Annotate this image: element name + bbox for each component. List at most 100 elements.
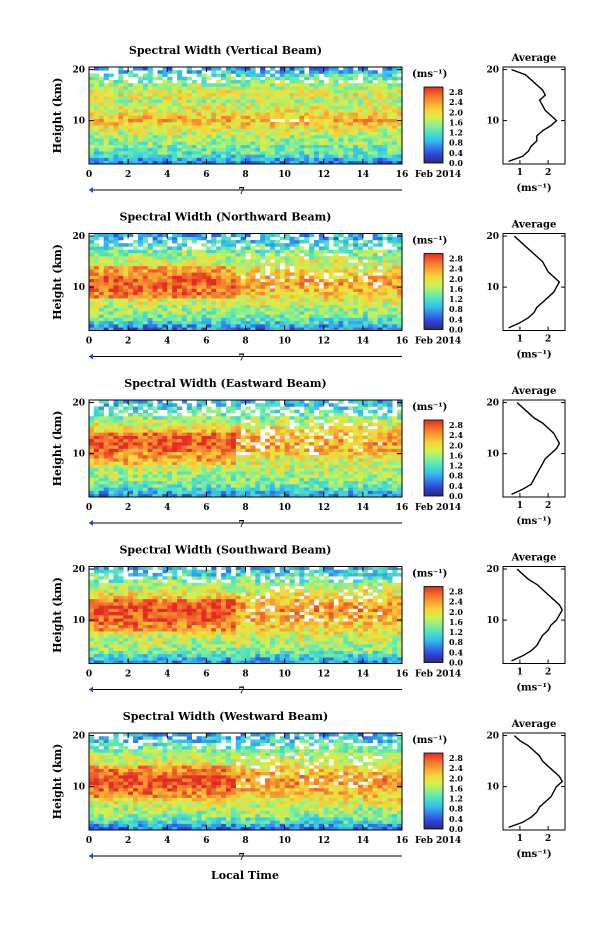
colorbar-tick-label: 2.4 [449, 97, 463, 107]
average-x-tick-label: 2 [545, 335, 551, 345]
average-y-tick-label: 20 [486, 732, 499, 742]
x-tick-label: 10 [278, 337, 291, 347]
average-profile-line [508, 735, 564, 829]
colorbar-tick-label: 0.4 [449, 314, 463, 324]
colorbar-tick-label: 0.8 [449, 804, 463, 814]
average-frame [502, 66, 566, 165]
day-marker: 7 [238, 354, 244, 364]
day-marker: 7 [238, 687, 244, 697]
y-axis-label: Height (km) [51, 577, 64, 653]
colorbar-tick-label: 0.0 [449, 491, 463, 501]
colorbar-tick-label: 0.4 [449, 814, 463, 824]
average-title: Average [511, 386, 557, 397]
heatmap-title: Spectral Width (Westward Beam) [123, 710, 328, 723]
panel-2: Spectral Width (Northward Beam)0 2 4 6 8 10 12… [51, 211, 566, 364]
average-x-label: (ms⁻¹) [516, 683, 551, 694]
colorbar-tick-label: 2.8 [449, 254, 463, 264]
x-tick-label: 4 [164, 503, 170, 513]
x-tick-label: 10 [278, 170, 291, 180]
colorbar-tick-label: 1.2 [449, 794, 463, 804]
colorbar-unit: (ms⁻¹) [412, 236, 447, 247]
y-axis-label: Height (km) [51, 411, 64, 487]
average-profile-line [508, 235, 561, 329]
date-label: Feb 2014 [415, 836, 461, 846]
y-tick-label: 10 [72, 616, 85, 626]
average-y-tick-label: 20 [486, 232, 499, 242]
colorbar-tick-label: 2.0 [449, 773, 463, 783]
colorbar-tick-label: 2.8 [449, 87, 463, 97]
average-title: Average [511, 553, 557, 564]
y-axis-label: Height (km) [51, 744, 64, 820]
panel-4: Spectral Width (Southward Beam)0 2 4 6 8 10 12… [51, 544, 566, 697]
date-line-start-marker [89, 353, 93, 360]
x-tick-label: 16 [396, 670, 409, 680]
x-tick-label: 4 [164, 670, 170, 680]
date-label: Feb 2014 [415, 170, 461, 180]
heatmap-title: Spectral Width (Eastward Beam) [124, 377, 326, 390]
colorbar-tick-label: 1.6 [449, 617, 463, 627]
colorbar-tick-label: 2.0 [449, 107, 463, 117]
x-tick-label: 8 [242, 170, 248, 180]
y-axis-label: Height (km) [51, 244, 64, 320]
heatmap-title: Spectral Width (Southward Beam) [119, 544, 331, 557]
x-tick-label: 2 [125, 836, 131, 846]
x-tick-label: 2 [125, 670, 131, 680]
average-title: Average [511, 53, 557, 64]
x-tick-label: 6 [203, 337, 209, 347]
x-tick-label: 12 [317, 337, 330, 347]
average-x-label: (ms⁻¹) [516, 183, 551, 194]
x-tick-label: 8 [242, 836, 248, 846]
x-tick-label: 10 [278, 670, 291, 680]
average-x-tick-label: 1 [517, 501, 523, 511]
average-frame [502, 399, 566, 498]
x-tick-label: 14 [357, 670, 370, 680]
colorbar-tick-label: 2.8 [449, 587, 463, 597]
colorbar-unit: (ms⁻¹) [412, 402, 447, 413]
average-title: Average [511, 719, 557, 730]
colorbar-tick-label: 2.8 [449, 420, 463, 430]
date-label: Feb 2014 [415, 337, 461, 347]
x-tick-label: 6 [203, 670, 209, 680]
average-x-tick-label: 1 [517, 335, 523, 345]
heatmap-cells [89, 67, 403, 165]
x-tick-label: 8 [242, 670, 248, 680]
heatmap-cells [89, 400, 403, 498]
x-tick-label: 16 [396, 337, 409, 347]
day-marker: 7 [238, 187, 244, 197]
x-tick-label: 10 [278, 503, 291, 513]
y-tick-label: 10 [72, 783, 85, 793]
colorbar-tick-label: 0.0 [449, 658, 463, 668]
colorbar [423, 253, 444, 330]
colorbar [423, 586, 444, 663]
average-x-label: (ms⁻¹) [516, 849, 551, 860]
heatmap-title: Spectral Width (Vertical Beam) [129, 44, 322, 57]
panel-5: Spectral Width (Westward Beam)0 2 4 6 8 10 12 1… [51, 710, 566, 863]
y-tick-label: 10 [72, 450, 85, 460]
colorbar-tick-label: 1.2 [449, 128, 463, 138]
x-tick-label: 8 [242, 503, 248, 513]
x-tick-label: 0 [86, 170, 92, 180]
average-profile-line [511, 568, 563, 662]
average-x-tick-label: 2 [545, 168, 551, 178]
colorbar-tick-label: 1.6 [449, 783, 463, 793]
colorbar-tick-label: 0.0 [449, 824, 463, 834]
colorbar-tick-label: 2.0 [449, 607, 463, 617]
x-tick-label: 16 [396, 170, 409, 180]
x-tick-label: 4 [164, 836, 170, 846]
colorbar-tick-label: 0.8 [449, 471, 463, 481]
colorbar-tick-label: 1.2 [449, 461, 463, 471]
colorbar-tick-label: 1.2 [449, 627, 463, 637]
average-x-tick-label: 1 [517, 834, 523, 844]
average-title: Average [511, 220, 557, 231]
colorbar-tick-label: 1.6 [449, 450, 463, 460]
y-tick-label: 20 [72, 232, 85, 242]
colorbar [423, 752, 444, 830]
date-line-start-marker [89, 853, 93, 859]
y-tick-label: 20 [72, 565, 85, 575]
x-tick-label: 0 [86, 503, 92, 513]
y-tick-label: 20 [72, 66, 85, 76]
heatmap-title: Spectral Width (Northward Beam) [120, 211, 332, 224]
heatmap-cells [89, 733, 403, 831]
colorbar-tick-label: 2.4 [449, 264, 463, 274]
colorbar-tick-label: 0.0 [449, 325, 463, 335]
